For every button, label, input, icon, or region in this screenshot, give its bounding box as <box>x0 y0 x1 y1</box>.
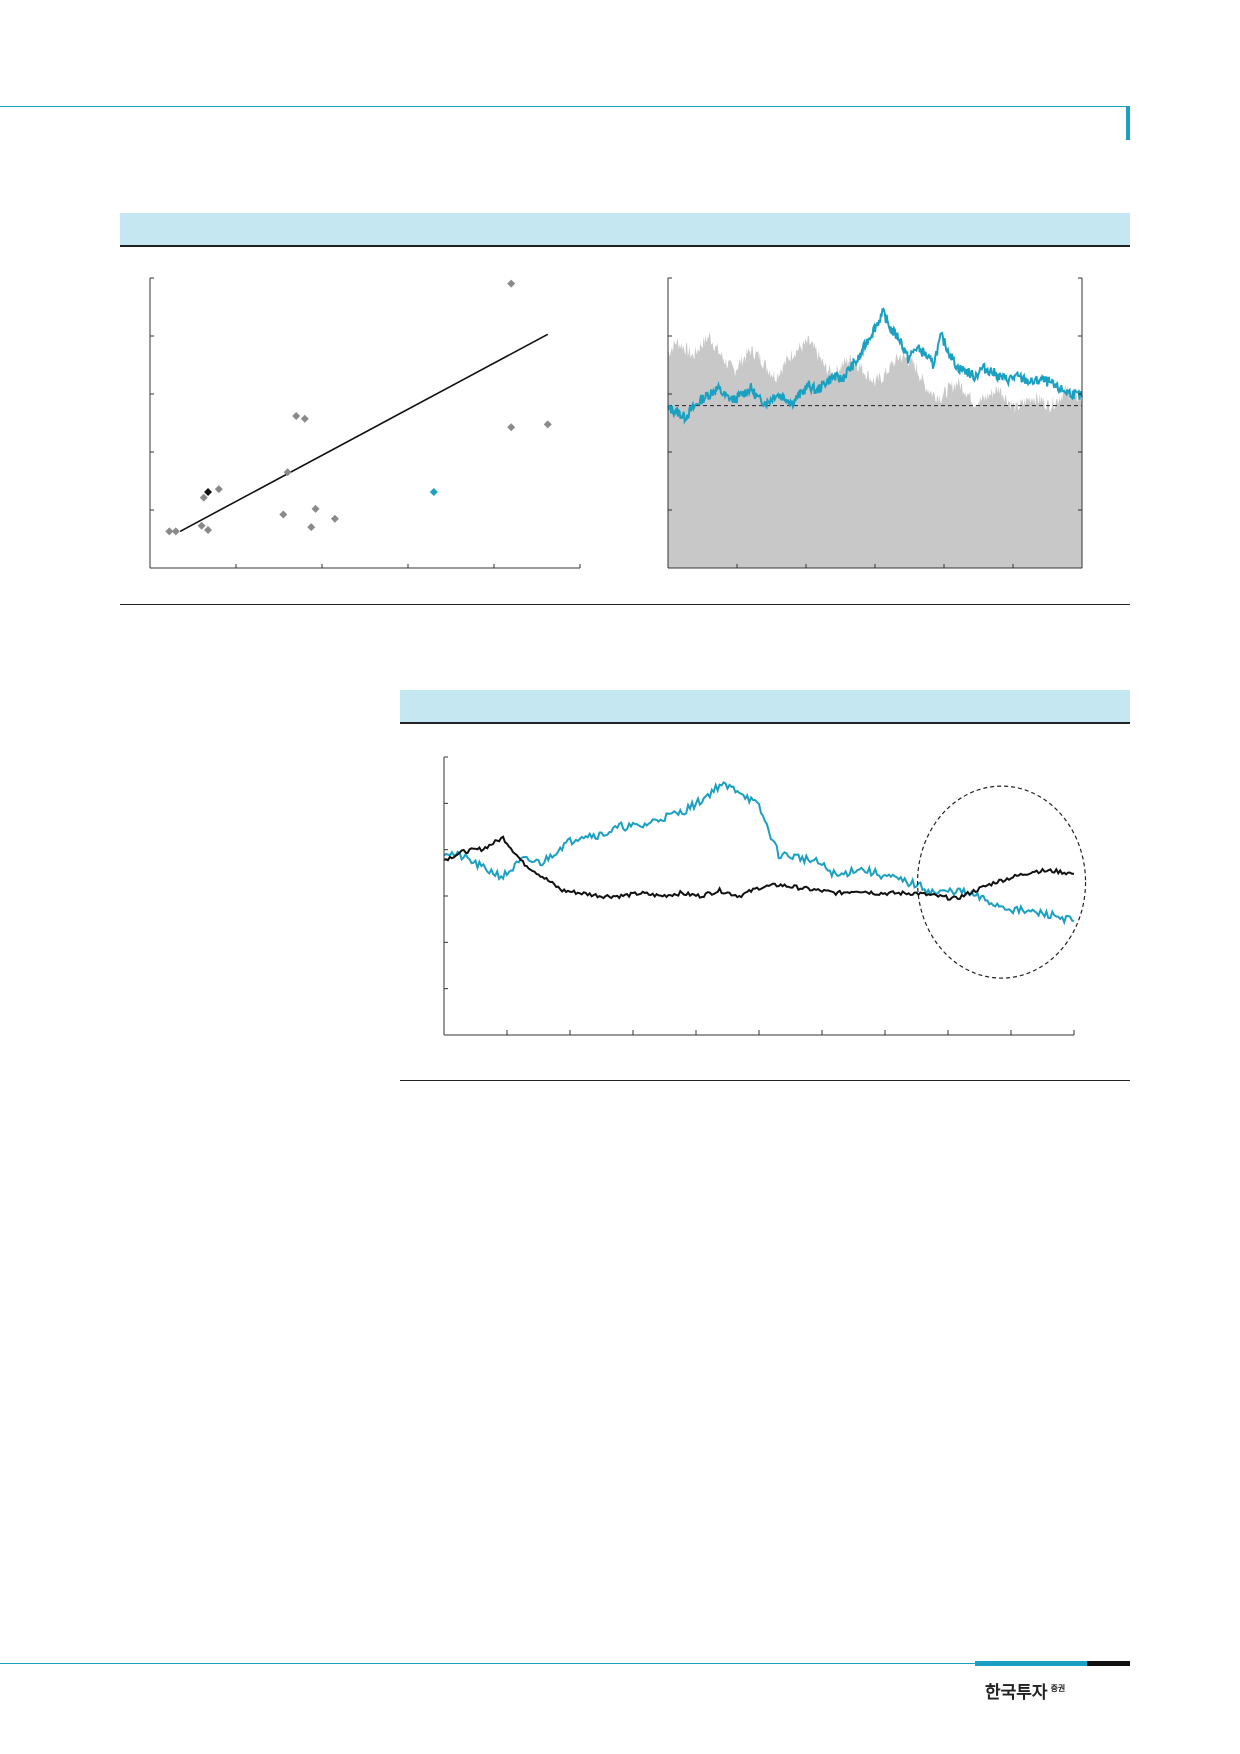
scatter-point <box>199 493 208 502</box>
trendline <box>179 333 549 533</box>
scatter-point <box>279 510 288 519</box>
scatter-point <box>214 485 223 494</box>
scatter-point <box>283 468 292 477</box>
footer-rule <box>0 1663 975 1664</box>
scatter-point <box>171 527 180 536</box>
section-band-top <box>120 213 1130 247</box>
scatter-point <box>300 414 309 423</box>
section-bottom-rule-top <box>120 604 1130 605</box>
section-band-bottom <box>400 690 1130 724</box>
scatter-point <box>507 279 516 288</box>
scatter-point <box>204 525 213 534</box>
scatter-point <box>311 504 320 513</box>
highlight-point <box>204 487 213 496</box>
scatter-point <box>197 521 206 530</box>
area-series <box>668 332 1082 568</box>
header-page-marker <box>1126 106 1130 140</box>
scatter-point <box>165 527 174 536</box>
company-logo: 한국투자 증권 <box>985 1678 1065 1703</box>
cyan-line-series <box>443 781 1075 926</box>
scatter-point <box>292 411 301 420</box>
header-rule <box>0 106 1126 107</box>
scatter-point <box>507 423 516 432</box>
scatter-point <box>543 420 552 429</box>
highlight-ellipse <box>916 785 1087 979</box>
logo-text: 한국투자 <box>985 1683 1048 1703</box>
area-line-chart <box>667 277 1083 569</box>
scatter-point <box>307 523 316 532</box>
black-line-series <box>443 835 1074 901</box>
scatter-chart <box>149 277 581 569</box>
section-bottom-rule-bottom <box>400 1080 1130 1081</box>
dual-line-chart <box>443 756 1087 1036</box>
scatter-point <box>330 514 339 523</box>
highlight-point <box>429 487 438 496</box>
logo-suffix: 증권 <box>1050 1684 1066 1693</box>
footer-accent-bar <box>975 1661 1087 1666</box>
cyan-line-series <box>667 307 1083 425</box>
footer-dark-bar <box>1087 1661 1130 1666</box>
